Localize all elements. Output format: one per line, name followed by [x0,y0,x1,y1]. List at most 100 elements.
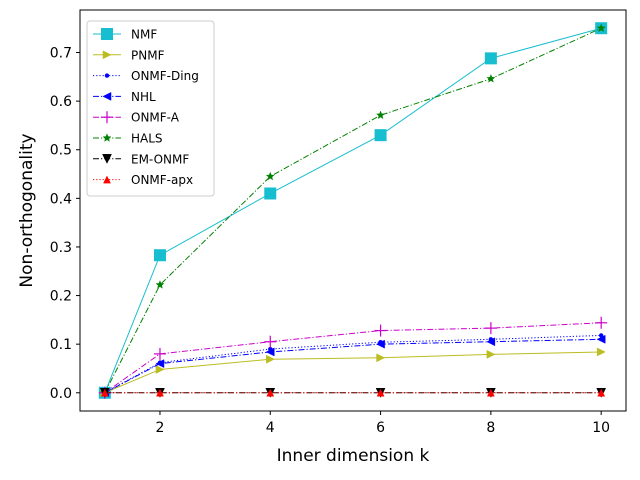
legend-marker [103,175,111,184]
marker-shape [102,154,112,164]
marker-shape [104,73,110,78]
legend-item-em-onmf: EM-ONMF [93,152,189,166]
legend-label: NMF [131,28,157,42]
marker-shape [486,74,496,83]
data-point-pnmf [266,354,275,364]
y-tick-label: 0.0 [50,386,72,402]
series-pnmf [100,347,606,398]
plot-frame [79,9,627,412]
marker-shape [486,349,496,359]
x-axis-title: Inner dimension k [277,446,430,466]
marker-shape [374,129,387,142]
marker-shape [265,171,275,181]
marker-shape [486,337,496,347]
legend-marker [101,111,113,124]
x-tick-label: 4 [266,420,275,436]
marker-shape [596,334,606,344]
legend-item-onmf-ding: ONMF-Ding [93,69,199,83]
series-line-nhl [104,338,602,394]
legend-item-nhl: NHL [93,90,156,104]
data-point-nmf [484,52,497,65]
legend-label: ONMF-apx [131,173,193,187]
marker-shape [486,388,495,397]
data-point-nhl [486,337,496,347]
y-tick-label: 0.5 [50,143,72,159]
legend-marker [101,28,113,40]
marker-shape [155,365,165,374]
marker-shape [153,249,166,262]
legend-label: NHL [131,90,156,104]
data-point-nmf [374,129,387,142]
marker-shape [266,354,275,364]
y-tick-label: 0.1 [50,337,72,353]
marker-shape [376,388,385,397]
data-point-nmf [153,249,166,262]
legend-box [86,20,215,197]
series-line-onmf-a [104,322,602,394]
data-point-hals [265,171,275,181]
y-tick-label: 0.4 [50,191,72,207]
data-point-onmf-apx [376,388,385,397]
legend-marker [104,73,110,78]
y-axis-ticks: 0.0 0.1 0.2 0.3 0.4 0.5 0.6 0.7 [50,46,80,402]
marker-shape [265,347,275,357]
marker-shape [100,388,109,397]
series-line-onmf-ding [104,334,602,394]
legend-label: EM-ONMF [131,152,189,166]
data-point-nhl [376,339,385,349]
x-tick-label: 2 [156,420,165,436]
legend-label: ONMF-Ding [131,69,199,83]
marker-shape [101,28,113,40]
y-axis-title: Non-orthogonality [17,133,37,287]
data-point-onmf-a [595,316,608,329]
legend: NMF PNMF ONMF-Ding NHL ONMF-A HALS EM-ONMF ONMF… [86,20,215,197]
x-tick-label: 8 [486,420,495,436]
data-point-nhl [155,359,165,369]
marker-shape [596,23,606,33]
data-point-pnmf [596,347,606,357]
marker-shape [102,50,112,60]
marker-shape [102,91,112,101]
data-point-pnmf [155,365,165,374]
data-point-pnmf [376,353,386,363]
data-point-hals [155,280,165,289]
data-point-onmf-a [153,347,166,360]
data-point-onmf-a [484,322,497,335]
marker-shape [376,110,386,120]
data-point-onmf-apx [597,388,606,397]
data-point-hals [486,74,496,83]
series-line-nmf [104,27,602,393]
marker-shape [266,388,275,397]
series-line-hals [104,27,602,393]
legend-marker [102,91,112,101]
y-tick-label: 0.2 [50,289,72,305]
y-tick-label: 0.3 [50,240,72,256]
legend-marker [102,154,112,164]
series-onmf-apx [100,388,606,397]
marker-shape [484,52,497,65]
legend-label: PNMF [131,48,165,62]
data-point-nhl [265,347,275,357]
marker-shape [156,388,164,397]
data-point-onmf-apx [156,388,164,397]
data-point-onmf-apx [266,388,275,397]
data-point-pnmf [486,349,496,359]
marker-shape [155,359,165,369]
marker-shape [376,339,385,349]
x-tick-label: 10 [592,420,610,436]
legend-marker [102,133,112,142]
data-point-hals [596,23,606,33]
legend-label: HALS [131,132,163,146]
data-point-onmf-apx [100,388,109,397]
data-point-onmf-apx [486,388,495,397]
legend-label: ONMF-A [131,111,180,125]
marker-shape [376,353,386,363]
x-tick-label: 6 [376,420,385,436]
x-axis-ticks: 2 4 6 8 10 [156,411,610,436]
legend-marker [102,50,112,60]
y-tick-label: 0.6 [50,94,72,110]
marker-shape [102,133,112,142]
marker-shape [596,347,606,357]
marker-shape [597,388,606,397]
